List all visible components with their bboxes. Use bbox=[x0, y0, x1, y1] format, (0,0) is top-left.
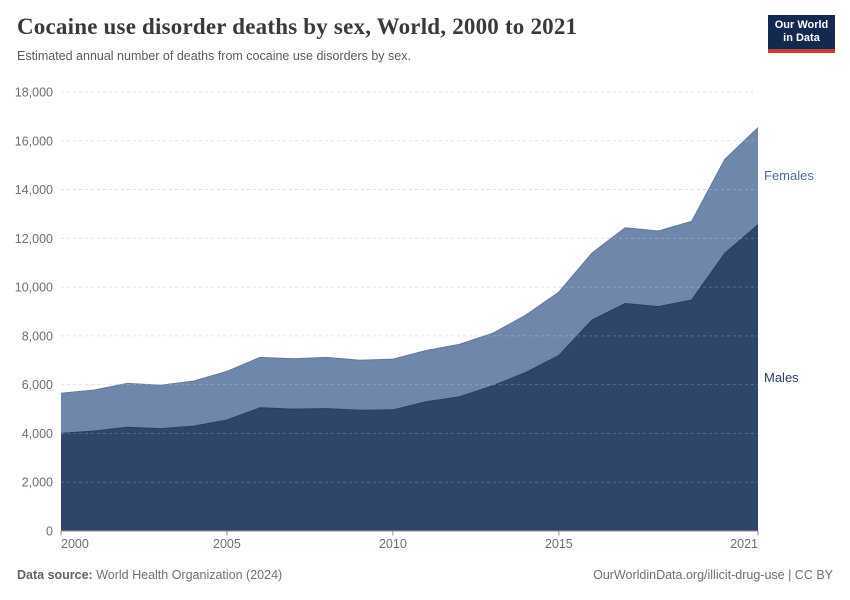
data-source: Data source: World Health Organization (… bbox=[17, 568, 282, 582]
series-label-females: Females bbox=[764, 168, 814, 183]
y-tick-label: 16,000 bbox=[15, 134, 53, 148]
y-tick-label: 4,000 bbox=[22, 427, 53, 441]
males-top-edge bbox=[60, 224, 759, 434]
data-source-label: Data source: bbox=[17, 568, 93, 582]
y-tick-label: 8,000 bbox=[22, 329, 53, 343]
gridlines-overlay bbox=[61, 91, 758, 483]
owid-logo-line2: in Data bbox=[783, 32, 820, 44]
series-label-males: Males bbox=[764, 370, 799, 385]
credit-line: OurWorldinData.org/illicit-drug-use | CC… bbox=[593, 568, 833, 582]
stacked-area-chart: 0 2,000 4,000 6,000 8,000 10,000 12,000 14,000 1… bbox=[15, 86, 815, 552]
females-top-edge bbox=[60, 127, 759, 394]
x-tick-label: 2000 bbox=[61, 537, 89, 551]
chart-subtitle: Estimated annual number of deaths from c… bbox=[17, 49, 411, 63]
y-tick-label: 14,000 bbox=[15, 183, 53, 197]
x-tick-label: 2015 bbox=[545, 537, 573, 551]
y-tick-label: 18,000 bbox=[15, 86, 53, 100]
y-tick-label: 10,000 bbox=[15, 281, 53, 295]
x-tick-label: 2005 bbox=[213, 537, 241, 551]
y-tick-label: 12,000 bbox=[15, 232, 53, 246]
y-tick-label: 0 bbox=[46, 525, 53, 539]
area-males[interactable] bbox=[61, 224, 758, 531]
owid-logo-line1: Our World bbox=[774, 19, 829, 31]
x-tick-label: 2021 bbox=[730, 537, 758, 551]
x-tick-label: 2010 bbox=[379, 537, 407, 551]
owid-logo: Our World in Data bbox=[768, 15, 835, 53]
area-females[interactable] bbox=[61, 127, 758, 434]
data-source-value: World Health Organization (2024) bbox=[92, 568, 283, 582]
chart-title: Cocaine use disorder deaths by sex, Worl… bbox=[17, 14, 578, 39]
y-tick-label: 2,000 bbox=[22, 476, 53, 490]
y-tick-label: 6,000 bbox=[22, 378, 53, 392]
